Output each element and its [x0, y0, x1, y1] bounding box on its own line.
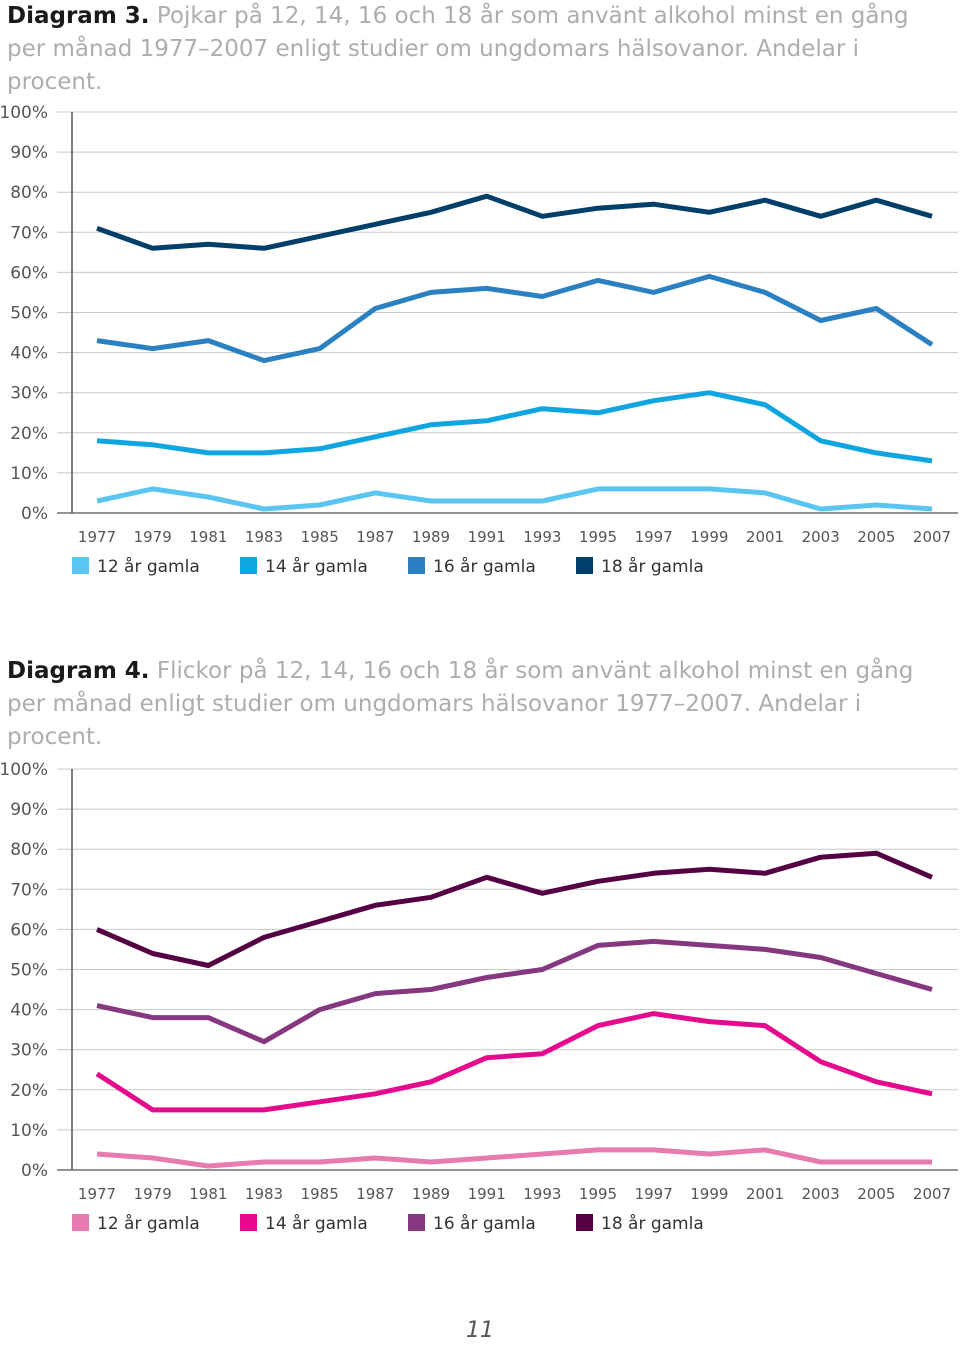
x-tick-label: 1993	[523, 1185, 561, 1203]
x-tick-label: 2007	[913, 1185, 951, 1203]
legend-label: 12 år gamla	[97, 556, 200, 577]
series-line-4	[96, 193, 933, 251]
legend-swatch	[72, 1214, 89, 1231]
x-tick-label: 1985	[301, 528, 339, 546]
x-tick-label: 1999	[690, 528, 728, 546]
legend-swatch	[72, 557, 89, 574]
x-tick-label: 1991	[468, 1185, 506, 1203]
y-tick-label: 60%	[10, 920, 48, 940]
diagram-4-title: Flickor på 12, 14, 16 och 18 år som anvä…	[7, 658, 914, 750]
x-tick-label: 1995	[579, 1185, 617, 1203]
y-tick-label: 0%	[21, 504, 48, 524]
y-tick-label: 40%	[10, 1001, 48, 1021]
x-tick-label: 2003	[802, 528, 840, 546]
x-tick-label: 2003	[802, 1185, 840, 1203]
legend-label: 12 år gamla	[97, 1213, 200, 1234]
x-tick-label: 1977	[78, 528, 116, 546]
x-tick-label: 2001	[746, 528, 784, 546]
series-line-1	[96, 1147, 932, 1169]
x-tick-label: 1979	[134, 1185, 172, 1203]
x-tick-label: 1977	[78, 1185, 116, 1203]
page-number: 11	[466, 1318, 494, 1343]
diagram-3-chart: 0% 10% 20% 30% 40% 50% 60% 70% 80% 90% 100% 1977 197…	[0, 103, 958, 577]
series-line-2	[96, 390, 933, 464]
x-tick-label: 1987	[356, 528, 394, 546]
x-tick-label: 1989	[412, 528, 450, 546]
legend-swatch	[576, 557, 593, 574]
diagram-3-title: Pojkar på 12, 14, 16 och 18 år som använ…	[7, 3, 909, 95]
diagram-4-chart: 0% 10% 20% 30% 40% 50% 60% 70% 80% 90% 100% 1977 197…	[0, 760, 958, 1234]
x-tick-label: 1999	[690, 1185, 728, 1203]
y-tick-label: 20%	[10, 424, 48, 444]
series-line-2	[95, 1011, 933, 1113]
series-line-3	[96, 273, 934, 364]
legend-label: 18 år gamla	[601, 1213, 704, 1234]
y-tick-label: 10%	[10, 1121, 48, 1141]
x-tick-label: 1993	[523, 528, 561, 546]
diagram-3-caption: Diagram 3. Pojkar på 12, 14, 16 och 18 å…	[7, 0, 952, 99]
x-tick-label: 1979	[134, 528, 172, 546]
y-tick-label: 80%	[10, 183, 48, 203]
legend-label: 14 år gamla	[265, 556, 368, 577]
y-tick-label: 50%	[10, 304, 48, 324]
y-tick-label: 60%	[10, 263, 48, 283]
y-tick-label: 0%	[21, 1161, 48, 1181]
x-tick-label: 1985	[301, 1185, 339, 1203]
legend-swatch	[240, 557, 257, 574]
x-tick-label: 1995	[579, 528, 617, 546]
y-tick-label: 10%	[10, 464, 48, 484]
y-tick-label: 30%	[10, 1041, 48, 1061]
y-tick-label: 90%	[10, 800, 48, 820]
legend-swatch	[576, 1214, 593, 1231]
x-tick-label: 2005	[857, 528, 895, 546]
y-tick-label: 100%	[0, 103, 48, 123]
x-tick-label: 1981	[189, 528, 227, 546]
legend-label: 14 år gamla	[265, 1213, 368, 1234]
series-line-1	[96, 486, 933, 512]
x-tick-label: 1987	[356, 1185, 394, 1203]
x-tick-label: 2007	[913, 528, 951, 546]
y-tick-label: 40%	[10, 344, 48, 364]
y-tick-label: 90%	[10, 143, 48, 163]
x-tick-label: 1981	[189, 1185, 227, 1203]
x-tick-label: 1991	[468, 528, 506, 546]
y-tick-label: 20%	[10, 1081, 48, 1101]
series-line-4	[96, 850, 933, 968]
y-tick-label: 50%	[10, 961, 48, 981]
y-tick-label: 70%	[10, 223, 48, 243]
y-tick-label: 80%	[10, 840, 48, 860]
legend-label: 16 år gamla	[433, 1213, 536, 1234]
diagram-3-label: Diagram 3.	[7, 3, 150, 29]
legend-swatch	[408, 557, 425, 574]
x-tick-label: 1989	[412, 1185, 450, 1203]
series-line-3	[96, 938, 933, 1045]
x-tick-label: 1983	[245, 1185, 283, 1203]
x-tick-label: 2005	[857, 1185, 895, 1203]
y-tick-label: 30%	[10, 384, 48, 404]
legend-label: 18 år gamla	[601, 556, 704, 577]
x-tick-label: 2001	[746, 1185, 784, 1203]
y-tick-label: 100%	[0, 760, 48, 780]
legend-label: 16 år gamla	[433, 556, 536, 577]
legend-swatch	[240, 1214, 257, 1231]
x-tick-label: 1997	[635, 1185, 673, 1203]
y-tick-label: 70%	[10, 880, 48, 900]
diagram-4-caption: Diagram 4. Flickor på 12, 14, 16 och 18 …	[7, 655, 952, 754]
diagram-4-label: Diagram 4.	[7, 658, 150, 684]
x-tick-label: 1997	[635, 528, 673, 546]
legend-swatch	[408, 1214, 425, 1231]
x-tick-label: 1983	[245, 528, 283, 546]
